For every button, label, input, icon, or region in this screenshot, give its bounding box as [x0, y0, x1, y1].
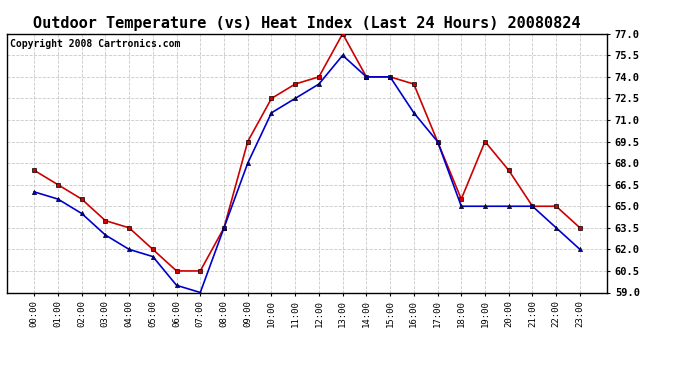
Title: Outdoor Temperature (vs) Heat Index (Last 24 Hours) 20080824: Outdoor Temperature (vs) Heat Index (Las… [33, 16, 581, 31]
Text: Copyright 2008 Cartronics.com: Copyright 2008 Cartronics.com [10, 39, 180, 49]
